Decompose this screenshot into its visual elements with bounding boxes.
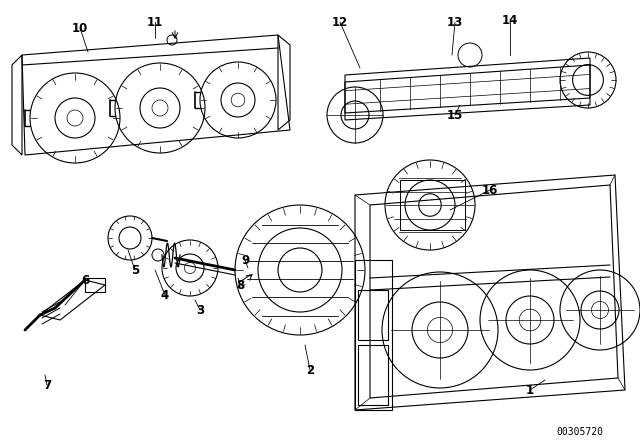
Text: 4: 4 — [161, 289, 169, 302]
Text: 13: 13 — [447, 16, 463, 29]
Text: 7: 7 — [43, 379, 51, 392]
Text: 6: 6 — [81, 273, 89, 287]
Text: 2: 2 — [306, 363, 314, 376]
Bar — [358, 290, 388, 340]
Text: 9: 9 — [241, 254, 249, 267]
Bar — [358, 345, 388, 405]
Text: 10: 10 — [72, 22, 88, 34]
Text: 11: 11 — [147, 16, 163, 29]
Bar — [355, 260, 392, 410]
Text: 8: 8 — [236, 279, 244, 292]
Text: 12: 12 — [332, 16, 348, 29]
Text: 16: 16 — [482, 184, 498, 197]
Text: 00305720: 00305720 — [557, 427, 604, 437]
Text: 5: 5 — [131, 263, 139, 276]
Text: 14: 14 — [502, 13, 518, 26]
Text: 15: 15 — [447, 108, 463, 121]
Text: 3: 3 — [196, 303, 204, 316]
Text: 1: 1 — [526, 383, 534, 396]
Bar — [85, 278, 105, 292]
Bar — [400, 180, 465, 230]
